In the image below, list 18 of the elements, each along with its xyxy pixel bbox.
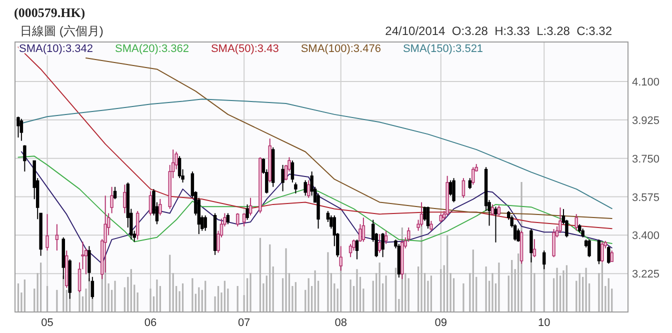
y-tick-label: 3.575 bbox=[632, 192, 660, 204]
y-tick-label: 3.925 bbox=[632, 114, 660, 127]
x-tick-label: 08 bbox=[334, 317, 347, 329]
text: 24/10/2014 O:3.28 H:3.33 L:3.28 C:3.32 bbox=[385, 24, 612, 38]
y-tick-label: 3.400 bbox=[632, 230, 660, 242]
x-tick-label: 09 bbox=[434, 317, 447, 329]
y-tick-label: 4.100 bbox=[632, 76, 660, 89]
chart-subtitle: 日線圖 (六個月) bbox=[20, 24, 104, 38]
x-tick-label: 10 bbox=[538, 317, 550, 329]
chart-title: (000579.HK) bbox=[14, 5, 86, 20]
y-tick-label: 3.225 bbox=[632, 268, 660, 281]
x-tick-label: 06 bbox=[144, 317, 157, 329]
x-tick-label: 07 bbox=[238, 317, 250, 329]
line-series bbox=[20, 151, 612, 264]
line-series bbox=[85, 58, 612, 219]
legend: SMA(10):3.342 SMA(20):3.362 SMA(50):3.43 SMA(100):3.476 SMA(150):3.521 bbox=[19, 43, 484, 55]
y-tick-label: 3.750 bbox=[632, 153, 660, 166]
x-tick-label: 05 bbox=[41, 317, 54, 329]
